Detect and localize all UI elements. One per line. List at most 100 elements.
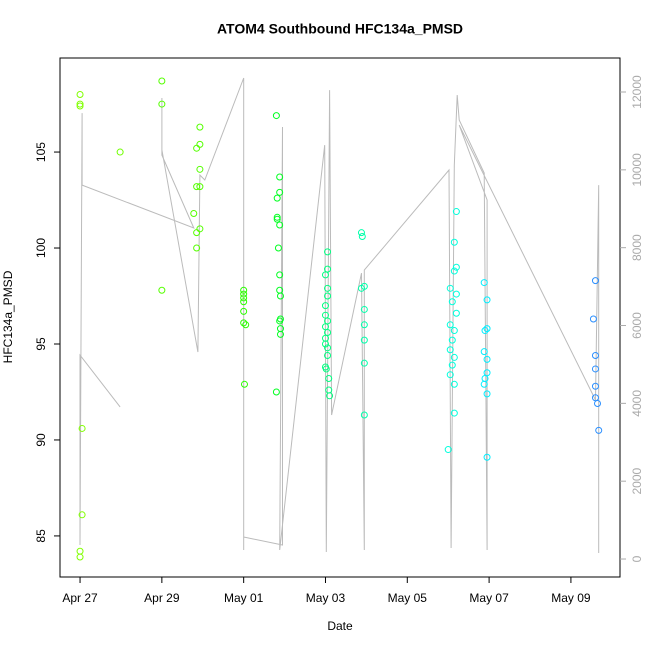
point bbox=[242, 321, 250, 329]
y-axis-label: HFC134a_PMSD bbox=[1, 270, 15, 363]
point bbox=[360, 305, 368, 313]
point bbox=[591, 365, 599, 373]
point bbox=[360, 336, 368, 344]
point bbox=[193, 244, 201, 252]
point bbox=[273, 194, 281, 202]
point bbox=[276, 271, 284, 279]
point bbox=[274, 244, 282, 252]
point bbox=[158, 77, 166, 85]
point bbox=[594, 399, 602, 407]
point bbox=[446, 321, 454, 329]
point bbox=[452, 263, 460, 271]
point bbox=[272, 388, 280, 396]
x-tick-label: May 03 bbox=[306, 591, 346, 605]
point bbox=[196, 140, 204, 148]
point bbox=[76, 100, 84, 108]
point bbox=[193, 144, 201, 152]
y-tick-label: 100 bbox=[34, 238, 48, 258]
point bbox=[193, 183, 201, 191]
point bbox=[276, 221, 284, 229]
point bbox=[481, 327, 489, 335]
point bbox=[360, 411, 368, 419]
point bbox=[483, 325, 491, 333]
point bbox=[448, 361, 456, 369]
point bbox=[193, 229, 201, 237]
point bbox=[591, 382, 599, 390]
point bbox=[450, 267, 458, 275]
point bbox=[324, 292, 332, 300]
point bbox=[196, 165, 204, 173]
point bbox=[589, 315, 597, 323]
x-axis-label: Date bbox=[327, 619, 353, 633]
y2-tick-label: 4000 bbox=[630, 390, 644, 417]
point bbox=[276, 330, 284, 338]
y2-tick-label: 12000 bbox=[630, 75, 644, 109]
point bbox=[448, 298, 456, 306]
point bbox=[591, 352, 599, 360]
point bbox=[321, 340, 329, 348]
trace-line bbox=[79, 77, 600, 553]
point bbox=[322, 365, 330, 373]
plot-frame bbox=[59, 57, 621, 578]
point bbox=[240, 290, 248, 298]
point bbox=[450, 238, 458, 246]
point bbox=[326, 392, 334, 400]
point bbox=[446, 371, 454, 379]
point bbox=[452, 208, 460, 216]
point bbox=[76, 102, 84, 110]
point bbox=[450, 353, 458, 361]
point bbox=[273, 213, 281, 221]
x-tick-label: May 05 bbox=[388, 591, 428, 605]
point bbox=[240, 319, 248, 327]
point bbox=[448, 336, 456, 344]
x-tick-label: Apr 27 bbox=[62, 591, 98, 605]
point bbox=[324, 352, 332, 360]
point bbox=[240, 380, 248, 388]
point bbox=[591, 277, 599, 285]
point bbox=[483, 453, 491, 461]
point bbox=[276, 317, 284, 325]
point bbox=[325, 386, 333, 394]
point bbox=[324, 284, 332, 292]
point bbox=[76, 553, 84, 561]
point bbox=[324, 344, 332, 352]
point bbox=[358, 233, 366, 241]
point bbox=[446, 346, 454, 354]
y2-tick-label: 6000 bbox=[630, 312, 644, 339]
point bbox=[78, 511, 86, 519]
point bbox=[450, 380, 458, 388]
y2-tick-label: 0 bbox=[630, 555, 644, 562]
point bbox=[158, 286, 166, 294]
point bbox=[483, 390, 491, 398]
y-tick-label: 95 bbox=[34, 337, 48, 351]
y2-tick-label: 2000 bbox=[630, 468, 644, 495]
point bbox=[360, 321, 368, 329]
point bbox=[76, 547, 84, 555]
point bbox=[196, 225, 204, 233]
point bbox=[483, 355, 491, 363]
y-tick-label: 105 bbox=[34, 142, 48, 162]
point bbox=[276, 188, 284, 196]
point bbox=[196, 123, 204, 131]
y2-tick-label: 10000 bbox=[630, 153, 644, 187]
point bbox=[595, 426, 603, 434]
y-tick-label: 90 bbox=[34, 433, 48, 447]
point bbox=[480, 279, 488, 287]
point bbox=[240, 298, 248, 306]
point bbox=[483, 296, 491, 304]
point bbox=[444, 446, 452, 454]
point bbox=[452, 309, 460, 317]
point bbox=[360, 359, 368, 367]
point bbox=[446, 284, 454, 292]
point bbox=[324, 248, 332, 256]
x-tick-label: May 07 bbox=[469, 591, 509, 605]
point bbox=[196, 183, 204, 191]
point bbox=[190, 209, 198, 217]
x-tick-label: May 01 bbox=[224, 591, 264, 605]
point bbox=[78, 424, 86, 432]
y-tick-label: 85 bbox=[34, 529, 48, 543]
point bbox=[357, 229, 365, 237]
x-tick-label: May 09 bbox=[551, 591, 591, 605]
point bbox=[273, 215, 281, 223]
